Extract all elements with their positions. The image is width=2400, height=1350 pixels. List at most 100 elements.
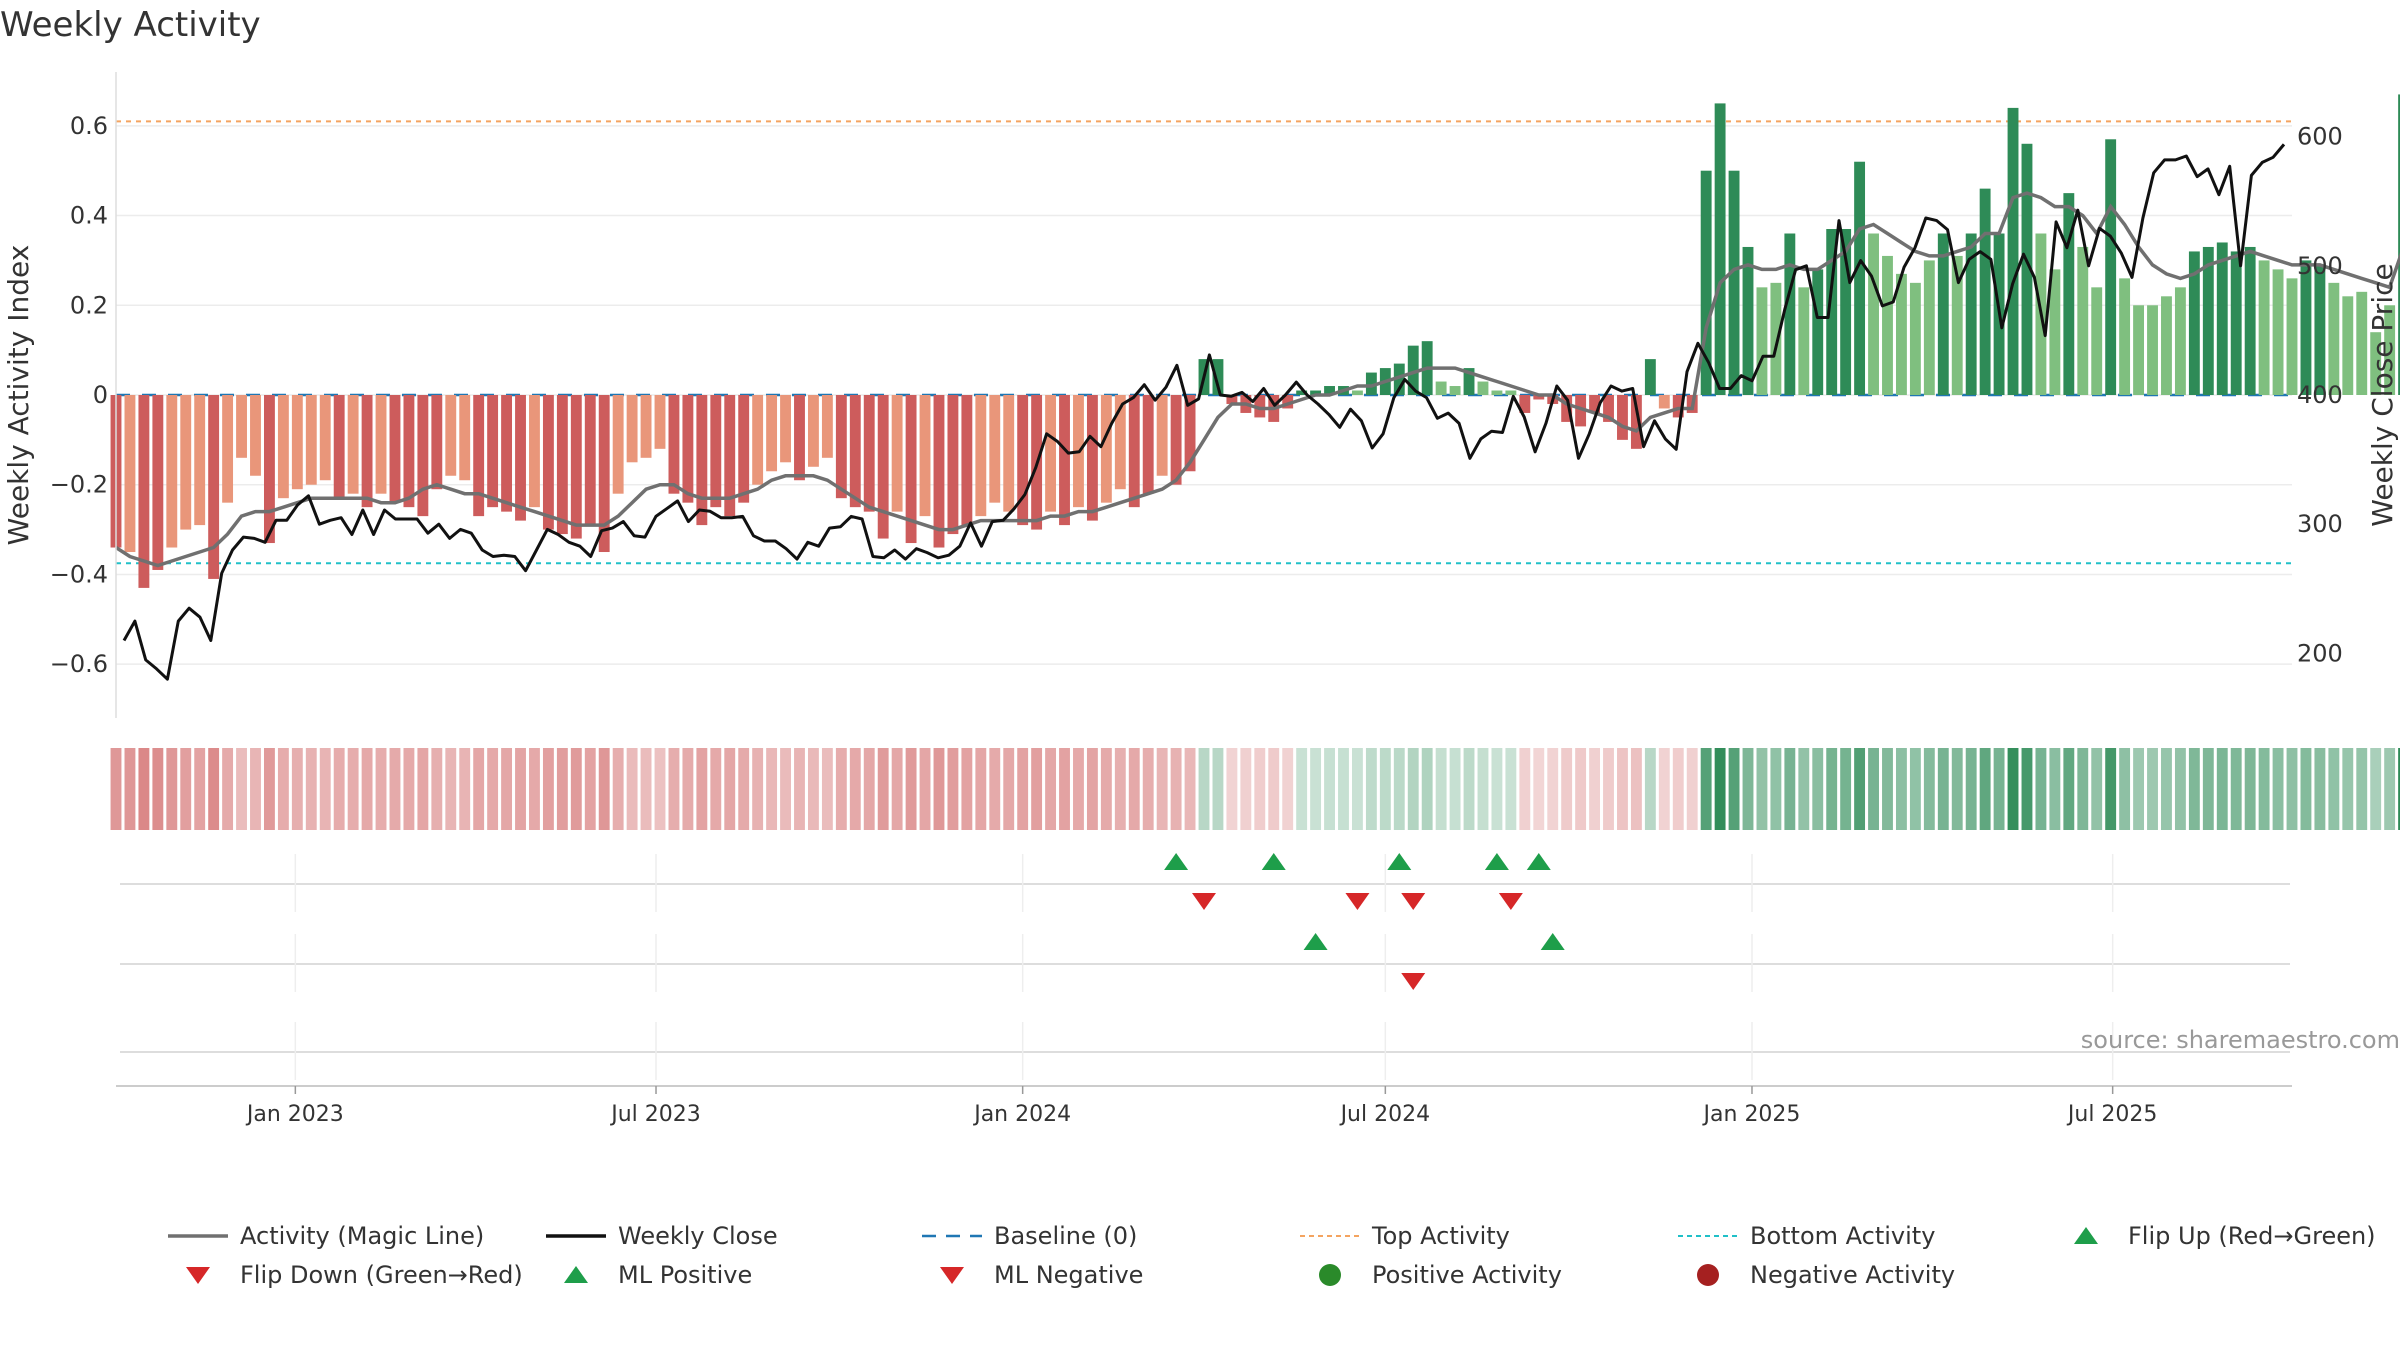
heat-cell bbox=[556, 748, 568, 830]
legend-label: Flip Down (Green→Red) bbox=[240, 1261, 523, 1289]
activity-bar bbox=[1658, 395, 1670, 409]
heat-cell bbox=[849, 748, 861, 830]
activity-bar bbox=[1059, 395, 1070, 526]
heat-cell bbox=[152, 748, 164, 830]
heat-cell bbox=[2119, 748, 2131, 830]
heat-cell bbox=[1268, 748, 1280, 830]
heat-cell bbox=[2133, 748, 2145, 830]
heat-cell bbox=[2384, 748, 2396, 830]
activity-bar bbox=[1617, 395, 1628, 440]
activity-bar bbox=[459, 395, 471, 481]
activity-bar bbox=[2202, 246, 2214, 395]
heat-cell bbox=[1812, 748, 1824, 830]
heat-cell bbox=[1840, 748, 1852, 830]
activity-bar bbox=[905, 395, 917, 544]
heat-cell bbox=[124, 748, 136, 830]
legend-item: Flip Up (Red→Green) bbox=[2074, 1222, 2376, 1250]
activity-bar bbox=[780, 395, 791, 463]
heat-cell bbox=[2007, 748, 2019, 830]
activity-bar bbox=[1463, 368, 1475, 395]
activity-bar bbox=[570, 395, 582, 539]
activity-bar bbox=[891, 395, 903, 512]
y2-tick-label: 500 bbox=[2297, 252, 2343, 280]
heat-cell bbox=[1854, 748, 1866, 830]
activity-bar bbox=[2328, 282, 2340, 395]
heat-cell bbox=[1742, 748, 1754, 830]
activity-bar bbox=[1505, 390, 1517, 395]
heat-cell bbox=[1226, 748, 1238, 830]
activity-bar bbox=[821, 395, 833, 458]
activity-bar bbox=[1965, 233, 1977, 395]
activity-bar bbox=[2314, 264, 2326, 395]
activity-bar bbox=[250, 395, 261, 476]
activity-bar bbox=[236, 395, 247, 458]
legend-item: Negative Activity bbox=[1697, 1261, 1955, 1289]
heat-cell bbox=[1644, 748, 1656, 830]
activity-bar bbox=[1826, 229, 1838, 395]
legend-marker-circle bbox=[1319, 1264, 1341, 1286]
heat-cell bbox=[794, 748, 805, 830]
heat-cell bbox=[2161, 748, 2172, 830]
heat-cell bbox=[2077, 748, 2089, 830]
activity-bar bbox=[654, 395, 666, 449]
activity-bar bbox=[263, 395, 275, 544]
activity-bar bbox=[1017, 395, 1029, 526]
heat-cell bbox=[542, 748, 554, 830]
activity-bar bbox=[2216, 242, 2228, 395]
activity-bar bbox=[919, 395, 931, 517]
heat-cell bbox=[682, 748, 694, 830]
heat-cell bbox=[1505, 748, 1517, 830]
heat-cell bbox=[1017, 748, 1029, 830]
heat-cell bbox=[2216, 748, 2228, 830]
heat-cell bbox=[1951, 748, 1963, 830]
y-tick-label: −0.2 bbox=[50, 471, 108, 499]
heat-cell bbox=[1491, 748, 1503, 830]
y-tick-label: 0.2 bbox=[70, 291, 108, 319]
activity-bar bbox=[361, 395, 373, 508]
heat-cell bbox=[1282, 748, 1294, 830]
activity-bar bbox=[347, 395, 359, 494]
activity-bar bbox=[319, 395, 331, 481]
legend-label: ML Negative bbox=[994, 1261, 1143, 1289]
heat-cell bbox=[738, 748, 750, 830]
heat-cell bbox=[919, 748, 931, 830]
legend-item: Baseline (0) bbox=[922, 1222, 1137, 1250]
activity-bar bbox=[431, 395, 443, 490]
heat-cell bbox=[2244, 748, 2256, 830]
heat-cell bbox=[1198, 748, 1210, 830]
activity-bar bbox=[2356, 291, 2368, 395]
heat-cell bbox=[1114, 748, 1126, 830]
heat-cell bbox=[250, 748, 261, 830]
heat-cell bbox=[305, 748, 317, 830]
activity-bar bbox=[668, 395, 680, 494]
activity-bar bbox=[1603, 395, 1614, 422]
heat-cell bbox=[2202, 748, 2214, 830]
activity-bar bbox=[738, 395, 750, 503]
activity-bar bbox=[1351, 390, 1363, 395]
legend-label: Baseline (0) bbox=[994, 1222, 1137, 1250]
activity-bar bbox=[1979, 188, 1991, 395]
heat-cell bbox=[2342, 748, 2354, 830]
activity-bar bbox=[2105, 139, 2117, 395]
activity-bar bbox=[138, 395, 150, 588]
heat-cell bbox=[2105, 748, 2117, 830]
activity-bar bbox=[333, 395, 345, 499]
heat-cell bbox=[1714, 748, 1726, 830]
activity-bar bbox=[291, 395, 303, 490]
heat-cell bbox=[277, 748, 289, 830]
activity-bar bbox=[542, 395, 554, 530]
activity-bar bbox=[752, 395, 764, 485]
activity-bar bbox=[1491, 390, 1503, 395]
activity-bar bbox=[696, 395, 708, 526]
heat-cell bbox=[2063, 748, 2075, 830]
activity-bar bbox=[863, 395, 875, 512]
activity-bar bbox=[2161, 296, 2172, 395]
activity-bar bbox=[124, 395, 136, 553]
heat-cell bbox=[1770, 748, 1782, 830]
legend-item: ML Negative bbox=[940, 1261, 1143, 1289]
signal-up-marker bbox=[1303, 933, 1328, 950]
activity-bar bbox=[1895, 273, 1907, 395]
signal-down-marker bbox=[1498, 893, 1523, 910]
heat-cell bbox=[1031, 748, 1043, 830]
activity-bar bbox=[2147, 305, 2158, 395]
